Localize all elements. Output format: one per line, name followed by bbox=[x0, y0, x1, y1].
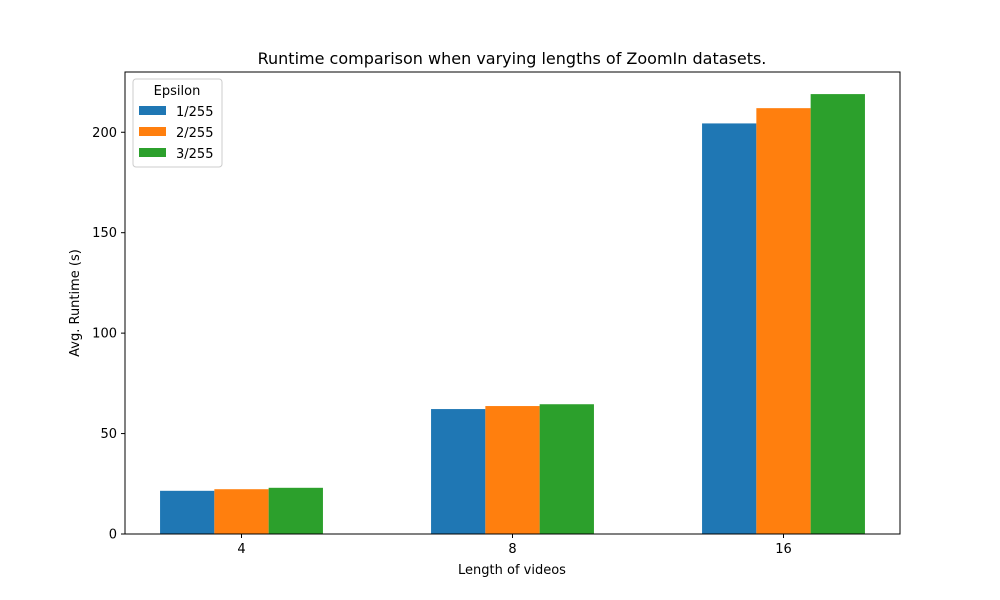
y-tick-label: 150 bbox=[92, 226, 117, 241]
x-axis-label: Length of videos bbox=[458, 563, 566, 578]
bar-3-255-4 bbox=[268, 487, 323, 534]
plot-frame bbox=[124, 71, 901, 535]
bar-2-255-4 bbox=[214, 489, 269, 534]
bar-1-255-8 bbox=[431, 409, 486, 534]
y-tick-label: 100 bbox=[92, 327, 117, 342]
bar-2-255-16 bbox=[756, 108, 811, 534]
y-tick-label: 50 bbox=[100, 427, 117, 442]
bar-2-255-8 bbox=[485, 406, 540, 534]
bar-1-255-16 bbox=[702, 123, 757, 535]
x-tick-label: 8 bbox=[508, 542, 516, 557]
chart-title: Runtime comparison when varying lengths … bbox=[258, 49, 767, 68]
x-ticks: 4 8 16 bbox=[237, 534, 792, 557]
x-tick-label: 4 bbox=[237, 542, 245, 557]
legend-swatch bbox=[139, 127, 166, 136]
y-tick-label: 0 bbox=[109, 528, 117, 543]
legend: Epsilon 1/255 2/255 3/255 bbox=[132, 78, 223, 168]
legend-frame bbox=[132, 78, 223, 168]
bars-group bbox=[160, 94, 865, 535]
legend-entry: 3/255 bbox=[176, 147, 213, 162]
x-tick-label: 16 bbox=[775, 542, 792, 557]
legend-title: Epsilon bbox=[154, 84, 201, 99]
bar-3-255-8 bbox=[539, 404, 594, 534]
legend-entry: 2/255 bbox=[176, 126, 213, 141]
y-tick-label: 200 bbox=[92, 126, 117, 141]
legend-swatch bbox=[139, 106, 166, 115]
bar-1-255-4 bbox=[160, 490, 215, 534]
bar-3-255-16 bbox=[810, 94, 865, 534]
y-ticks: 0 50 100 150 200 bbox=[92, 126, 125, 543]
legend-swatch bbox=[139, 148, 166, 157]
y-axis-label: Avg. Runtime (s) bbox=[68, 249, 83, 357]
legend-entry: 1/255 bbox=[176, 105, 213, 120]
